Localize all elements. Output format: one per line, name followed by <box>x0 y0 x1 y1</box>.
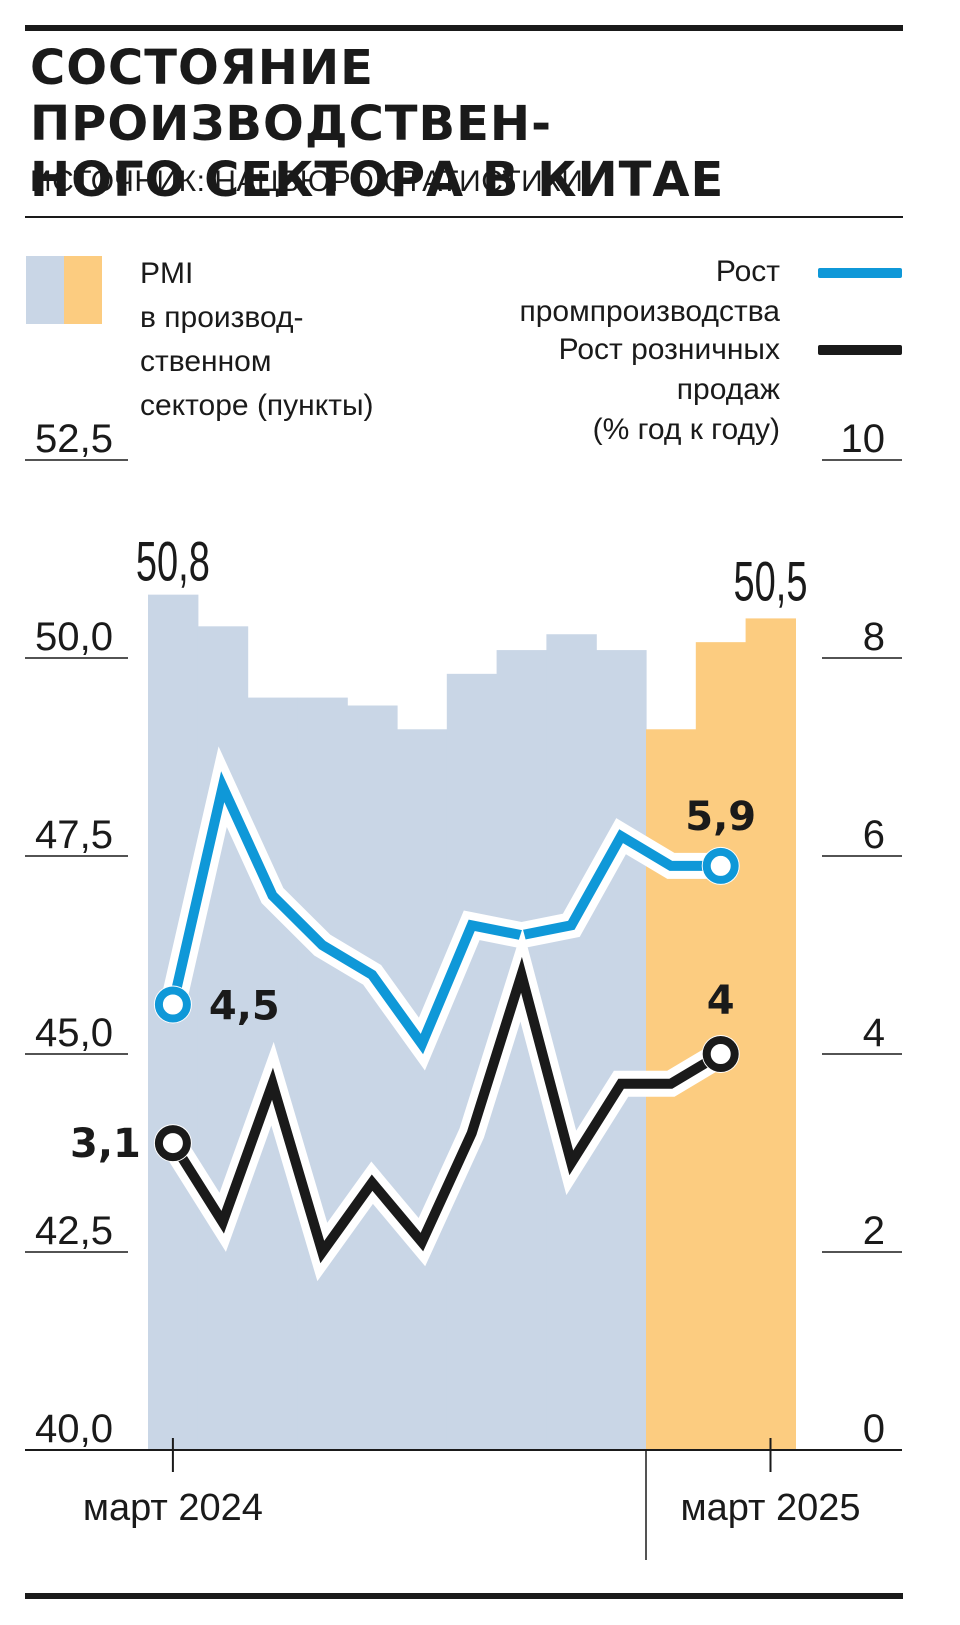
left-tick-label: 52,5 <box>35 417 113 461</box>
pmi-bar <box>596 650 647 1450</box>
legend-retail-line <box>818 345 902 355</box>
right-tick-label: 10 <box>841 417 886 461</box>
chart-title: СОСТОЯНИЕ ПРОИЗВОДСТВЕН- НОГО СЕКТОРА В … <box>30 40 725 208</box>
industrial-growth-endpoint <box>702 847 739 884</box>
right-tick-label: 0 <box>863 1407 885 1451</box>
retail-last-label: 4 <box>707 978 735 1024</box>
pmi-bar <box>197 626 249 1450</box>
pmi-bar <box>397 729 448 1450</box>
pmi-last-label: 50,5 <box>734 549 808 612</box>
pmi-bar <box>745 618 796 1450</box>
retail-growth-endpoint <box>154 1125 191 1162</box>
industrial-last-label: 5,9 <box>685 794 756 840</box>
retail-growth-endpoint <box>702 1036 739 1072</box>
left-tick-label: 50,0 <box>35 615 113 659</box>
x-tick-label: март 2024 <box>83 1487 263 1529</box>
legend-retail-label: Рост розничных продаж (% год к году) <box>558 333 780 446</box>
industrial-growth-endpoint <box>154 986 191 1023</box>
legend-pmi-label: PMI в производ- ственном секторе (пункты… <box>140 257 374 422</box>
left-tick-label: 45,0 <box>35 1011 113 1055</box>
axes: 40,0 42,5 45,0 47,5 50,0 52,5 0 2 4 6 8 10 март 2024… <box>25 417 902 1560</box>
legend-industrial-label: Рост промпроизводства <box>519 255 780 328</box>
pmi-bar <box>297 697 348 1450</box>
retail-growth-line <box>168 956 724 1264</box>
right-tick-label: 2 <box>863 1209 885 1253</box>
series-lines <box>153 746 740 1282</box>
left-tick-label: 40,0 <box>35 1407 113 1451</box>
right-tick-label: 6 <box>863 813 885 857</box>
x-tick-label: март 2025 <box>680 1487 860 1529</box>
industrial-growth-line <box>168 771 721 1055</box>
industrial-first-label: 4,5 <box>209 984 280 1030</box>
pmi-bar <box>347 705 398 1450</box>
right-tick-label: 8 <box>863 615 885 659</box>
pmi-first-label: 50,8 <box>136 530 210 593</box>
left-tick-label: 42,5 <box>35 1209 113 1253</box>
data-labels: 50,8 50,5 4,5 5,9 3,1 4 <box>70 530 807 1167</box>
pmi-bar <box>546 634 597 1450</box>
header-divider <box>25 216 903 218</box>
pmi-bars <box>148 594 796 1450</box>
legend-industrial-line <box>818 268 902 278</box>
source-note: ИСТОЧНИК: НАЦБЮРО СТАТИСТИКИ. <box>30 165 593 198</box>
bottom-rule <box>25 1593 903 1599</box>
legend-pmi-swatch-orange <box>64 256 102 324</box>
left-tick-label: 47,5 <box>35 813 113 857</box>
right-tick-label: 4 <box>863 1011 885 1055</box>
top-rule <box>25 25 903 31</box>
retail-first-label: 3,1 <box>70 1121 141 1167</box>
